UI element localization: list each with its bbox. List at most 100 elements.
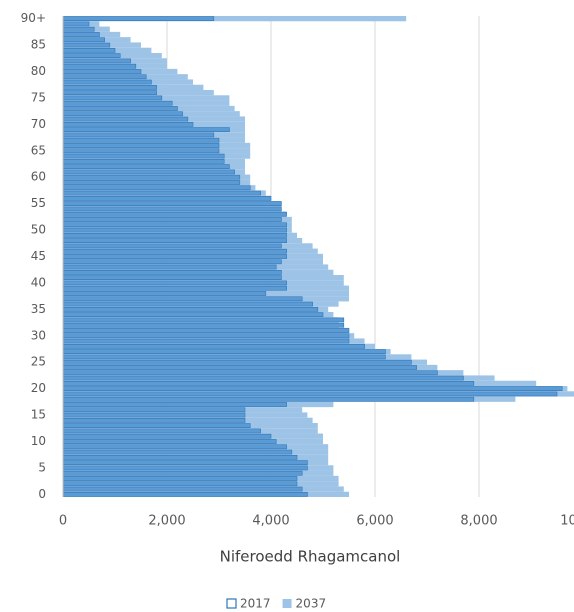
bar <box>62 206 282 212</box>
x-axis-title: Niferoedd Rhagamcanol <box>220 548 401 566</box>
bar <box>62 190 261 196</box>
y-tick-label: 50 <box>31 223 46 237</box>
y-tick-label: 5 <box>38 460 46 474</box>
bar <box>62 380 475 386</box>
bar <box>62 264 277 270</box>
bar <box>62 470 303 476</box>
y-tick-label: 45 <box>31 249 46 263</box>
bar <box>62 16 215 22</box>
bar <box>62 486 303 492</box>
y-tick-label: 90+ <box>21 11 46 25</box>
bar <box>62 285 287 291</box>
bar <box>62 407 246 413</box>
bar <box>62 148 220 154</box>
bar <box>62 301 313 307</box>
bar <box>62 312 324 318</box>
bar <box>62 42 111 48</box>
bar <box>62 465 308 471</box>
bar <box>62 317 345 323</box>
x-tick-label: 2,000 <box>148 514 185 529</box>
bar <box>62 449 293 455</box>
bar <box>62 174 241 180</box>
bar <box>62 333 350 339</box>
bar <box>62 391 558 397</box>
bar <box>62 63 137 69</box>
bar <box>62 306 319 312</box>
y-tick-label: 75 <box>31 90 46 104</box>
bar <box>62 454 298 460</box>
bar <box>62 359 412 365</box>
legend-label: 2017 <box>240 597 271 611</box>
bar <box>62 90 157 96</box>
legend-label: 2037 <box>296 597 327 611</box>
bar <box>62 433 272 439</box>
bar <box>62 169 235 175</box>
bar <box>62 328 350 333</box>
bar <box>63 16 407 22</box>
bar <box>62 116 189 122</box>
bar <box>62 26 95 32</box>
bar <box>62 58 131 64</box>
y-tick-label: 0 <box>38 487 46 501</box>
bar <box>62 254 287 259</box>
bar <box>62 428 261 434</box>
y-tick-label: 30 <box>31 328 46 342</box>
bar <box>62 375 464 381</box>
bar <box>62 365 417 370</box>
bar <box>62 444 287 450</box>
bar <box>62 69 142 74</box>
bar <box>62 296 303 302</box>
bar <box>62 238 287 244</box>
y-tick-label: 80 <box>31 64 46 78</box>
x-tick-label: 0 <box>59 514 67 529</box>
y-tick-label: 20 <box>31 381 46 395</box>
x-tick-label: 4,000 <box>252 514 289 529</box>
bar <box>62 491 308 497</box>
bar <box>62 370 438 376</box>
bar <box>62 217 282 222</box>
bar <box>62 343 365 349</box>
bar <box>62 195 272 201</box>
x-tick-label: 8,000 <box>460 514 497 529</box>
bar <box>62 53 121 59</box>
bar <box>62 132 215 138</box>
bar <box>62 84 157 90</box>
bar <box>62 291 267 296</box>
bar <box>62 21 90 27</box>
bar <box>62 280 287 286</box>
bar <box>62 201 282 207</box>
bar <box>62 121 194 127</box>
bar <box>62 106 178 111</box>
bar <box>62 349 386 355</box>
bar <box>62 412 246 418</box>
y-tick-label: 55 <box>31 196 46 210</box>
bar <box>62 259 282 265</box>
bar <box>62 127 230 133</box>
bar <box>62 158 225 164</box>
bar <box>62 32 100 37</box>
bar <box>62 79 152 85</box>
y-tick-label: 85 <box>31 38 46 52</box>
bar <box>62 95 163 101</box>
bar <box>62 180 241 185</box>
y-tick-label: 40 <box>31 275 46 289</box>
bar <box>62 74 147 80</box>
legend-item: 2037 <box>282 597 327 611</box>
bar <box>62 402 287 407</box>
bar <box>62 423 251 429</box>
bar <box>62 338 350 344</box>
bar <box>62 164 230 170</box>
bar <box>62 275 282 281</box>
bar <box>62 476 298 481</box>
y-tick-label: 60 <box>31 170 46 184</box>
bar <box>62 354 386 360</box>
bar <box>62 211 287 217</box>
bar <box>62 386 563 392</box>
bar <box>62 232 287 238</box>
bar <box>62 439 277 444</box>
bar <box>62 153 225 159</box>
bar <box>62 111 183 117</box>
bar <box>62 227 287 233</box>
